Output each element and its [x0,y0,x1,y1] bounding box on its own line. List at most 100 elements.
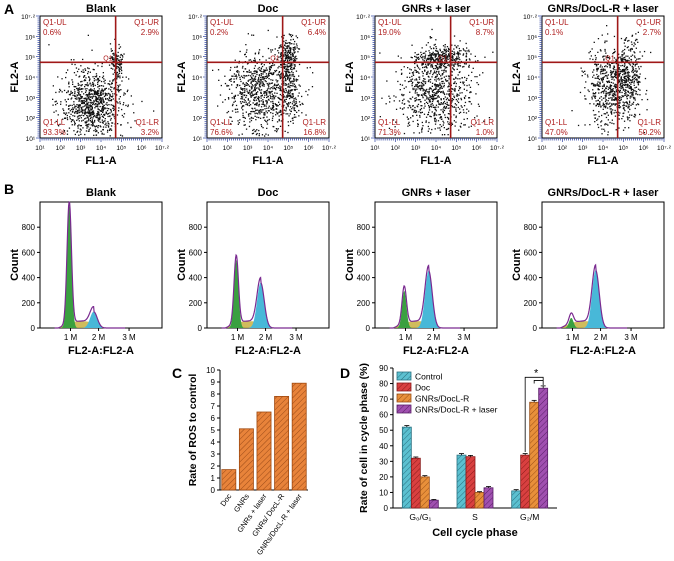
significance-star: * [534,367,539,379]
histogram-2: GNRs + laser 1 M 2 M 3 M 800 600 400 200 0 FL2-A:… [344,187,498,357]
q1-lr-label: Q1-LR [637,118,661,127]
y-tick-label: 10⁴ [192,75,202,82]
y-tick-label: 0 [31,324,36,333]
y-tick-label: 10 [379,488,388,497]
scatter-dots [571,25,652,136]
panel-letter-d: D [340,365,350,381]
scatter-plot-3: GNRs/DocL-R + laser Q1 Q1-UL0.1% Q1-UR2.7% Q… [511,3,672,167]
x-tick-label: 10¹ [537,145,547,152]
y-tick-label: 90 [379,364,388,373]
x-tick-label: 2 M [92,333,106,342]
q1-ll-label: Q1-LL [43,118,66,127]
cycle-bar-1-1 [465,456,476,509]
y-tick-label: 800 [524,223,538,232]
y-tick-label: 400 [357,274,371,283]
x-tick-label: 10⁵ [283,145,293,152]
x-tick-label: 3 M [289,333,303,342]
x-tick-label: 1 M [566,333,580,342]
x-tick-label: 2 M [427,333,441,342]
x-axis-label: FL2-A:FL2-A [570,345,636,357]
y-tick-label: 200 [524,299,538,308]
y-tick-label: 7 [211,402,216,411]
cycle-bar-2-2 [529,401,540,509]
y-tick-label: 10⁶ [360,34,370,41]
category-label: G₀/G₁ [409,512,431,522]
quadrant-tag: Q1 [103,55,112,62]
x-tick-label: 10² [558,145,568,152]
y-tick-label: 3 [211,450,216,459]
x-tick-label: 1 M [64,333,78,342]
histogram-outline [556,263,628,329]
q1-ul-value: 0.1% [545,28,563,37]
histogram-3: GNRs/DocL-R + laser 1 M 2 M 3 M 800 600 400 200… [511,187,665,357]
category-label: G₂/M [520,512,539,522]
x-tick-label: 10⁷·² [155,145,170,152]
x-tick-label: 1 M [399,333,413,342]
cycle-bar-0-1 [456,454,467,509]
y-tick-label: 0 [211,486,216,495]
y-tick-label: 400 [189,274,203,283]
scatter-dots [212,29,314,137]
legend-label: GNRs/DocL-R + laser [415,405,498,415]
y-tick-label: 10⁵ [527,55,537,62]
q1-lr-label: Q1-LR [302,118,326,127]
y-axis-label: Count [176,249,188,281]
y-tick-label: 10² [528,116,538,123]
legend-swatch-3 [396,404,412,414]
x-tick-label: 10⁵ [451,145,461,152]
scatter-title: GNRs + laser [402,3,472,15]
q1-ur-label: Q1-UR [134,18,159,27]
x-tick-label: 10⁷·² [322,145,337,152]
histogram-g1-peak [542,318,664,328]
y-tick-label: 800 [22,223,36,232]
scatter-dots [48,34,155,137]
panel-letter-b: B [4,181,14,197]
legend-swatch-0 [396,371,412,381]
y-tick-label: 10⁴ [360,75,370,82]
histogram-frame [39,201,163,329]
ros-bar-1 [238,428,254,491]
cycle-bar-3-0 [428,499,439,509]
y-tick-label: 10⁶ [192,34,202,41]
q1-ur-value: 2.7% [643,28,661,37]
y-tick-label: 0 [366,324,371,333]
histogram-frame [541,201,665,329]
category-label: S [472,512,478,522]
y-tick-label: 20 [379,473,388,482]
x-tick-label: 10³ [243,145,253,152]
x-tick-label: 10³ [578,145,588,152]
q1-ul-value: 19.0% [378,28,401,37]
cycle-bar-3-2 [538,387,549,509]
axis-minor-ticks [371,15,498,142]
ros-bar-3 [274,395,290,491]
q1-ur-label: Q1-UR [469,18,494,27]
y-tick-label: 10³ [26,95,36,102]
scatter-title: Doc [258,3,279,15]
histogram-title: GNRs + laser [402,187,472,199]
scatter-frame [39,15,163,139]
y-axis-label: Count [9,249,21,281]
y-axis-label: FL2-A [176,61,188,92]
y-tick-label: 10⁴ [527,75,537,82]
cycle-bar-2-1 [474,492,485,509]
q1-lr-label: Q1-LR [135,118,159,127]
y-tick-label: 0 [533,324,538,333]
x-tick-label: 10⁴ [263,145,273,152]
y-tick-label: 10 [206,366,215,375]
x-tick-label: 10⁶ [639,145,649,152]
q1-ur-value: 8.7% [476,28,494,37]
y-axis-label: Rate of cell in cycle phase (%) [358,363,370,513]
y-tick-label: 600 [357,248,371,257]
q1-ll-label: Q1-LL [545,118,568,127]
x-axis-label: FL1-A [85,155,116,167]
x-tick-label: 10⁴ [96,145,106,152]
q1-ur-value: 2.9% [141,28,159,37]
q1-ll-value: 47.0% [545,128,568,137]
y-tick-label: 10³ [193,95,203,102]
histogram-0: Blank 1 M 2 M 3 M 800 600 400 200 0 FL2-A:FL2-A Co… [9,187,163,357]
histogram-title: Doc [258,187,279,199]
histogram-outline [389,264,461,329]
y-tick-label: 10⁶ [25,34,35,41]
